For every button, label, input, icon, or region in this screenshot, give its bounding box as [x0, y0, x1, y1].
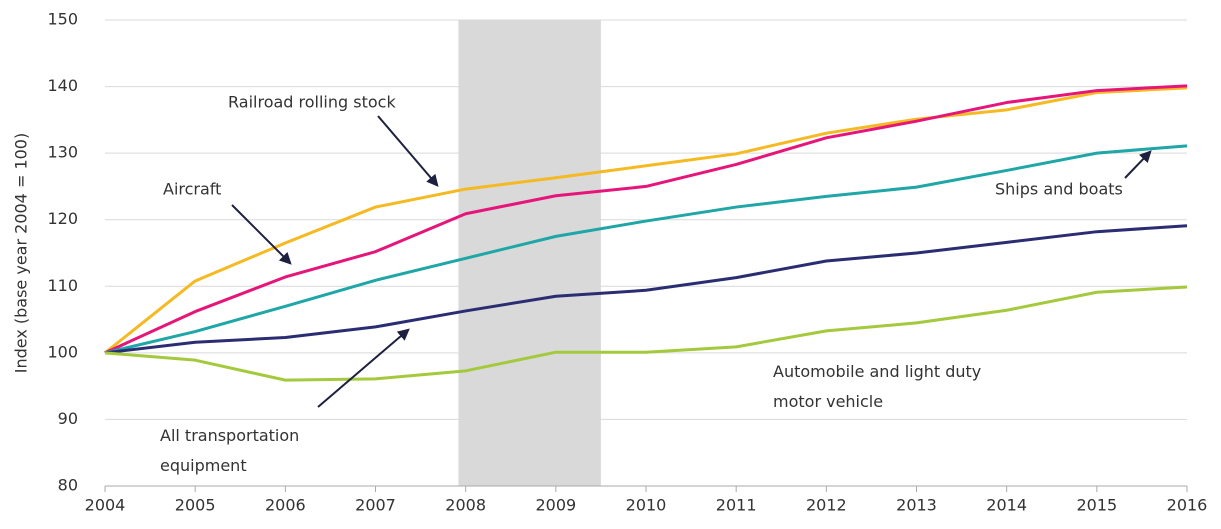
- series-annotation: All transportation equipment: [160, 426, 304, 475]
- series-line: [104, 285, 1188, 382]
- y-tick-label: 120: [47, 209, 78, 228]
- series-annotation: Aircraft: [163, 180, 221, 199]
- series-annotation: Railroad rolling stock: [228, 93, 396, 112]
- annotation-arrow: [317, 328, 410, 408]
- y-tick-label: 110: [47, 276, 78, 295]
- x-tick-label: 2009: [535, 496, 576, 515]
- x-tick-label: 2014: [986, 496, 1027, 515]
- annotation-arrow: [231, 204, 292, 265]
- recession-shade: [458, 20, 601, 486]
- x-tick-label: 2004: [85, 496, 126, 515]
- x-tick-label: 2012: [806, 496, 847, 515]
- y-tick-label: 80: [58, 476, 78, 495]
- x-tick-label: 2006: [265, 496, 306, 515]
- y-axis-label: Index (base year 2004 = 100): [12, 133, 31, 373]
- x-tick-label: 2016: [1167, 496, 1208, 515]
- y-tick-label: 150: [47, 10, 78, 29]
- series-annotation: Automobile and light duty motor vehicle: [773, 362, 986, 411]
- annotation-line: All transportation: [160, 426, 304, 445]
- series-line: [104, 144, 1188, 355]
- x-tick-label: 2007: [355, 496, 396, 515]
- x-tick-label: 2008: [445, 496, 486, 515]
- annotation-arrow: [1124, 150, 1152, 179]
- x-tick-label: 2011: [716, 496, 757, 515]
- x-tick-label: 2010: [626, 496, 667, 515]
- annotation-line: motor vehicle: [773, 392, 883, 411]
- series-line: [104, 84, 1188, 355]
- background-layer: [105, 19, 1187, 487]
- x-tick-label: 2005: [175, 496, 216, 515]
- annotation-line: equipment: [160, 456, 247, 475]
- x-tick-label: 2015: [1076, 496, 1117, 515]
- y-tick-label: 100: [47, 342, 78, 361]
- annotation-line: Automobile and light duty: [773, 362, 986, 381]
- series-annotation: Ships and boats: [995, 180, 1123, 199]
- annotation-arrow: [377, 115, 439, 187]
- series-line: [104, 224, 1188, 355]
- y-tick-label: 90: [58, 409, 78, 428]
- y-tick-label: 130: [47, 143, 78, 162]
- x-tick-label: 2013: [896, 496, 937, 515]
- y-tick-label: 140: [47, 76, 78, 95]
- series-line: [104, 86, 1188, 355]
